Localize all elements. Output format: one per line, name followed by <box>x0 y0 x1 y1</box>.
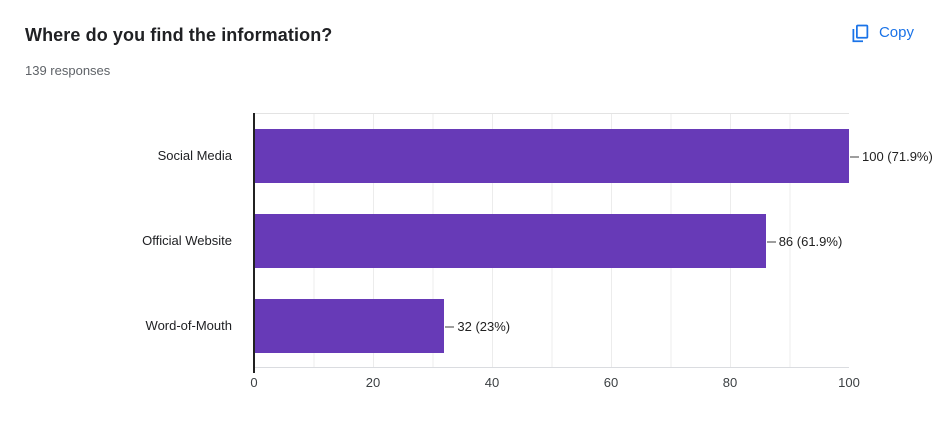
bar-social-media <box>254 129 849 183</box>
category-axis: Social Media Official Website Word-of-Mo… <box>0 113 243 368</box>
page-title: Where do you find the information? <box>25 25 333 45</box>
x-tick-label: 60 <box>603 375 619 390</box>
x-tick-label: 40 <box>484 375 500 390</box>
copy-icon <box>849 22 870 43</box>
response-count: 139 responses <box>25 63 111 78</box>
bar-chart-plot-area: 100 (71.9%) 86 (61.9%) 32 (23%) <box>254 113 933 369</box>
x-tick-label: 100 <box>838 375 860 390</box>
category-label: Official Website <box>142 233 232 248</box>
x-tick-label: 80 <box>722 375 738 390</box>
bar-value-label: 100 (71.9%) <box>862 149 933 164</box>
bar-row: 32 (23%) <box>254 284 849 369</box>
bar-row: 100 (71.9%) <box>254 114 933 199</box>
copy-button-label: Copy <box>878 24 914 41</box>
bar-label-connector <box>445 325 455 328</box>
bar-row: 86 (61.9%) <box>254 199 849 284</box>
x-axis-ticks: 0 20 40 60 80 100 <box>250 375 859 393</box>
bar-value-label: 86 (61.9%) <box>778 234 843 249</box>
bar-value-label: 32 (23%) <box>457 319 511 334</box>
bar-official-website <box>254 214 766 268</box>
bar-word-of-mouth <box>254 299 445 353</box>
category-label: Social Media <box>157 148 232 163</box>
bar-label-connector <box>850 155 859 158</box>
bar-label-connector <box>766 240 776 243</box>
copy-button[interactable]: Copy <box>849 22 914 43</box>
y-axis-line <box>253 113 255 373</box>
x-tick-label: 0 <box>250 375 258 390</box>
category-label: Word-of-Mouth <box>145 318 232 333</box>
x-tick-label: 20 <box>365 375 381 390</box>
